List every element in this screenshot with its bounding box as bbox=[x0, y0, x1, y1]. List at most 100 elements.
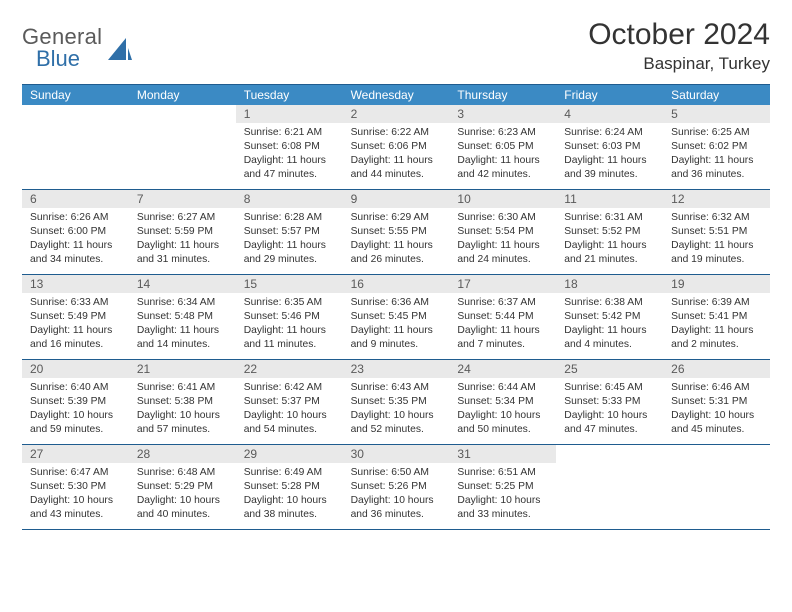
sunset: Sunset: 6:02 PM bbox=[671, 140, 762, 154]
day-header: Sunday bbox=[22, 85, 129, 105]
calendar: Sunday Monday Tuesday Wednesday Thursday… bbox=[22, 84, 770, 530]
day-header: Monday bbox=[129, 85, 236, 105]
day-number: 3 bbox=[449, 105, 556, 123]
day-number: 2 bbox=[343, 105, 450, 123]
day-number: 8 bbox=[236, 190, 343, 208]
day-number: 5 bbox=[663, 105, 770, 123]
day-cell: 28Sunrise: 6:48 AMSunset: 5:29 PMDayligh… bbox=[129, 445, 236, 529]
header: General Blue October 2024 Baspinar, Turk… bbox=[22, 18, 770, 74]
sunset: Sunset: 5:49 PM bbox=[30, 310, 121, 324]
day-number: 7 bbox=[129, 190, 236, 208]
daylight-line2: and 47 minutes. bbox=[564, 423, 655, 437]
sunset: Sunset: 5:51 PM bbox=[671, 225, 762, 239]
sunrise: Sunrise: 6:50 AM bbox=[351, 466, 442, 480]
sunset: Sunset: 5:28 PM bbox=[244, 480, 335, 494]
day-number: 21 bbox=[129, 360, 236, 378]
sunset: Sunset: 5:38 PM bbox=[137, 395, 228, 409]
daylight-line2: and 54 minutes. bbox=[244, 423, 335, 437]
day-cell: 14Sunrise: 6:34 AMSunset: 5:48 PMDayligh… bbox=[129, 275, 236, 359]
day-number: 15 bbox=[236, 275, 343, 293]
sunset: Sunset: 5:37 PM bbox=[244, 395, 335, 409]
day-body: Sunrise: 6:45 AMSunset: 5:33 PMDaylight:… bbox=[556, 378, 663, 442]
sunrise: Sunrise: 6:22 AM bbox=[351, 126, 442, 140]
day-cell: 1Sunrise: 6:21 AMSunset: 6:08 PMDaylight… bbox=[236, 105, 343, 189]
sunrise: Sunrise: 6:31 AM bbox=[564, 211, 655, 225]
sunset: Sunset: 5:26 PM bbox=[351, 480, 442, 494]
daylight-line2: and 59 minutes. bbox=[30, 423, 121, 437]
sunrise: Sunrise: 6:25 AM bbox=[671, 126, 762, 140]
day-body: Sunrise: 6:28 AMSunset: 5:57 PMDaylight:… bbox=[236, 208, 343, 272]
sunrise: Sunrise: 6:44 AM bbox=[457, 381, 548, 395]
sunrise: Sunrise: 6:29 AM bbox=[351, 211, 442, 225]
day-cell: 3Sunrise: 6:23 AMSunset: 6:05 PMDaylight… bbox=[449, 105, 556, 189]
sunrise: Sunrise: 6:40 AM bbox=[30, 381, 121, 395]
daylight-line2: and 2 minutes. bbox=[671, 338, 762, 352]
week-row: 27Sunrise: 6:47 AMSunset: 5:30 PMDayligh… bbox=[22, 445, 770, 530]
sunrise: Sunrise: 6:38 AM bbox=[564, 296, 655, 310]
day-body: Sunrise: 6:51 AMSunset: 5:25 PMDaylight:… bbox=[449, 463, 556, 527]
day-header: Wednesday bbox=[343, 85, 450, 105]
daylight-line1: Daylight: 11 hours bbox=[564, 154, 655, 168]
day-cell: 26Sunrise: 6:46 AMSunset: 5:31 PMDayligh… bbox=[663, 360, 770, 444]
day-body: Sunrise: 6:35 AMSunset: 5:46 PMDaylight:… bbox=[236, 293, 343, 357]
daylight-line1: Daylight: 11 hours bbox=[30, 239, 121, 253]
sunset: Sunset: 5:45 PM bbox=[351, 310, 442, 324]
day-body: Sunrise: 6:50 AMSunset: 5:26 PMDaylight:… bbox=[343, 463, 450, 527]
day-number: 10 bbox=[449, 190, 556, 208]
sunset: Sunset: 6:05 PM bbox=[457, 140, 548, 154]
daylight-line1: Daylight: 11 hours bbox=[30, 324, 121, 338]
day-body: Sunrise: 6:21 AMSunset: 6:08 PMDaylight:… bbox=[236, 123, 343, 187]
daylight-line1: Daylight: 10 hours bbox=[564, 409, 655, 423]
sunrise: Sunrise: 6:35 AM bbox=[244, 296, 335, 310]
day-cell bbox=[663, 445, 770, 529]
week-row: 6Sunrise: 6:26 AMSunset: 6:00 PMDaylight… bbox=[22, 190, 770, 275]
daylight-line1: Daylight: 10 hours bbox=[351, 494, 442, 508]
daylight-line1: Daylight: 10 hours bbox=[244, 409, 335, 423]
sunset: Sunset: 5:39 PM bbox=[30, 395, 121, 409]
daylight-line2: and 40 minutes. bbox=[137, 508, 228, 522]
day-cell: 22Sunrise: 6:42 AMSunset: 5:37 PMDayligh… bbox=[236, 360, 343, 444]
day-cell: 2Sunrise: 6:22 AMSunset: 6:06 PMDaylight… bbox=[343, 105, 450, 189]
day-cell: 21Sunrise: 6:41 AMSunset: 5:38 PMDayligh… bbox=[129, 360, 236, 444]
day-cell bbox=[129, 105, 236, 189]
day-cell: 4Sunrise: 6:24 AMSunset: 6:03 PMDaylight… bbox=[556, 105, 663, 189]
sunrise: Sunrise: 6:42 AM bbox=[244, 381, 335, 395]
daylight-line2: and 29 minutes. bbox=[244, 253, 335, 267]
daylight-line1: Daylight: 11 hours bbox=[137, 239, 228, 253]
sunset: Sunset: 6:03 PM bbox=[564, 140, 655, 154]
day-cell bbox=[22, 105, 129, 189]
sunset: Sunset: 5:30 PM bbox=[30, 480, 121, 494]
day-cell: 31Sunrise: 6:51 AMSunset: 5:25 PMDayligh… bbox=[449, 445, 556, 529]
daylight-line1: Daylight: 11 hours bbox=[351, 239, 442, 253]
daylight-line2: and 36 minutes. bbox=[351, 508, 442, 522]
daylight-line1: Daylight: 10 hours bbox=[457, 409, 548, 423]
sunset: Sunset: 5:42 PM bbox=[564, 310, 655, 324]
day-number: 30 bbox=[343, 445, 450, 463]
day-body: Sunrise: 6:49 AMSunset: 5:28 PMDaylight:… bbox=[236, 463, 343, 527]
daylight-line1: Daylight: 10 hours bbox=[137, 494, 228, 508]
daylight-line1: Daylight: 10 hours bbox=[457, 494, 548, 508]
day-number: 9 bbox=[343, 190, 450, 208]
day-body: Sunrise: 6:38 AMSunset: 5:42 PMDaylight:… bbox=[556, 293, 663, 357]
day-number: 18 bbox=[556, 275, 663, 293]
sunset: Sunset: 5:54 PM bbox=[457, 225, 548, 239]
daylight-line2: and 14 minutes. bbox=[137, 338, 228, 352]
sunrise: Sunrise: 6:45 AM bbox=[564, 381, 655, 395]
day-cell: 5Sunrise: 6:25 AMSunset: 6:02 PMDaylight… bbox=[663, 105, 770, 189]
daylight-line2: and 44 minutes. bbox=[351, 168, 442, 182]
day-cell: 29Sunrise: 6:49 AMSunset: 5:28 PMDayligh… bbox=[236, 445, 343, 529]
day-cell: 7Sunrise: 6:27 AMSunset: 5:59 PMDaylight… bbox=[129, 190, 236, 274]
daylight-line2: and 57 minutes. bbox=[137, 423, 228, 437]
sunset: Sunset: 5:59 PM bbox=[137, 225, 228, 239]
day-cell: 25Sunrise: 6:45 AMSunset: 5:33 PMDayligh… bbox=[556, 360, 663, 444]
day-body: Sunrise: 6:39 AMSunset: 5:41 PMDaylight:… bbox=[663, 293, 770, 357]
daylight-line2: and 7 minutes. bbox=[457, 338, 548, 352]
day-body: Sunrise: 6:25 AMSunset: 6:02 PMDaylight:… bbox=[663, 123, 770, 187]
sunrise: Sunrise: 6:34 AM bbox=[137, 296, 228, 310]
sunrise: Sunrise: 6:30 AM bbox=[457, 211, 548, 225]
day-body: Sunrise: 6:30 AMSunset: 5:54 PMDaylight:… bbox=[449, 208, 556, 272]
sunrise: Sunrise: 6:28 AM bbox=[244, 211, 335, 225]
day-cell: 27Sunrise: 6:47 AMSunset: 5:30 PMDayligh… bbox=[22, 445, 129, 529]
daylight-line2: and 36 minutes. bbox=[671, 168, 762, 182]
daylight-line2: and 26 minutes. bbox=[351, 253, 442, 267]
